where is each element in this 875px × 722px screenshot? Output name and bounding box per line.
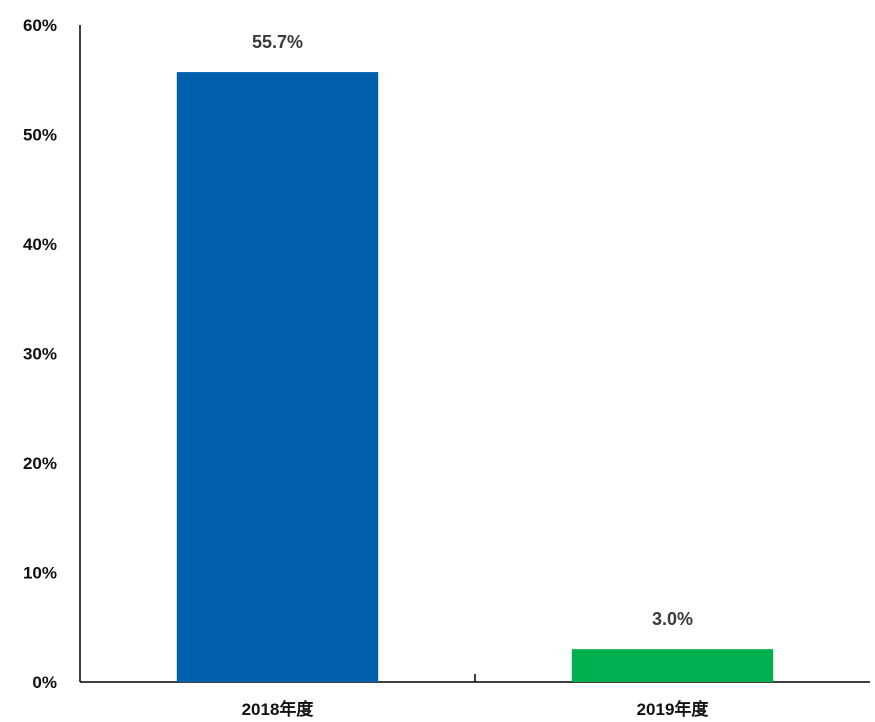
y-tick-label: 40% xyxy=(23,235,57,254)
bar-2018年度 xyxy=(176,72,379,682)
bar-series xyxy=(176,72,774,682)
bar-2019年度 xyxy=(571,649,774,682)
data-labels: 55.7% 3.0% xyxy=(252,32,693,629)
y-tick-label: 0% xyxy=(32,673,57,692)
data-label: 3.0% xyxy=(652,609,693,629)
y-tick-label: 60% xyxy=(23,16,57,35)
y-tick-label: 10% xyxy=(23,564,57,583)
y-axis-ticks: 0% 10% 20% 30% 40% 50% 60% xyxy=(23,16,57,692)
y-tick-label: 30% xyxy=(23,345,57,364)
y-tick-label: 50% xyxy=(23,126,57,145)
x-category-label: 2019年度 xyxy=(637,699,710,719)
y-tick-label: 20% xyxy=(23,454,57,473)
x-category-label: 2018年度 xyxy=(242,699,315,719)
data-label: 55.7% xyxy=(252,32,303,52)
x-axis-ticks: 2018年度 2019年度 xyxy=(242,674,710,719)
